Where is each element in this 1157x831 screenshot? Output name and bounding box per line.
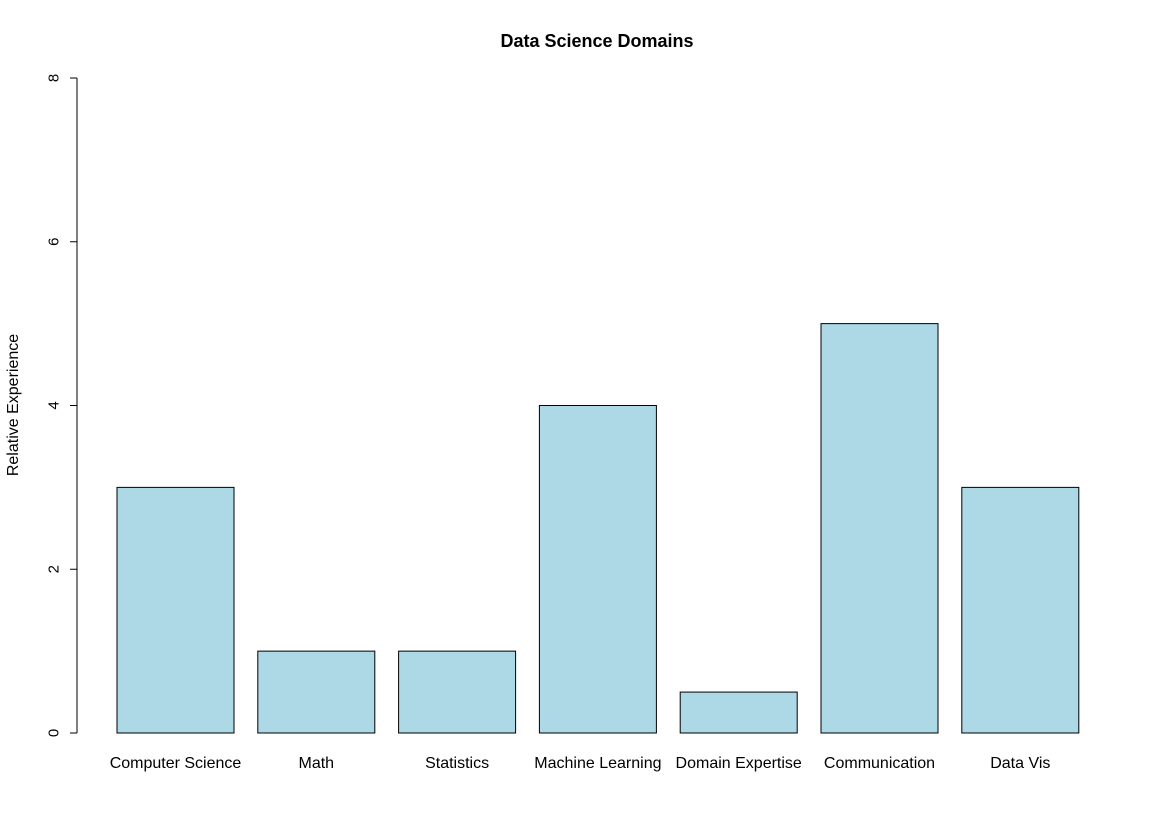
- x-category-label: Statistics: [425, 755, 489, 772]
- category-labels: Computer Science Math Statistics Machine Le…: [110, 755, 1051, 772]
- y-tick-label: 2: [46, 565, 63, 573]
- chart-title: Data Science Domains: [500, 31, 693, 51]
- bar: [116, 486, 235, 734]
- x-category-label: Domain Expertise: [676, 755, 802, 772]
- y-tick-label: 0: [46, 729, 63, 737]
- bar: [257, 650, 376, 734]
- x-category-label: Machine Learning: [534, 755, 661, 772]
- y-axis: 0 2 4 6 8: [46, 74, 78, 737]
- bar: [820, 323, 939, 734]
- bar: [398, 650, 517, 734]
- y-tick-label: 4: [46, 401, 63, 409]
- x-category-label: Data Vis: [990, 755, 1050, 772]
- bar: [538, 405, 657, 734]
- bar: [961, 486, 1080, 734]
- x-category-label: Communication: [824, 755, 935, 772]
- bars: [116, 323, 1080, 734]
- y-axis-label: Relative Experience: [5, 334, 22, 476]
- y-tick-label: 6: [46, 238, 63, 246]
- bar: [679, 691, 798, 734]
- y-tick-label: 8: [46, 74, 63, 82]
- x-category-label: Computer Science: [110, 755, 242, 772]
- x-category-label: Math: [299, 755, 335, 772]
